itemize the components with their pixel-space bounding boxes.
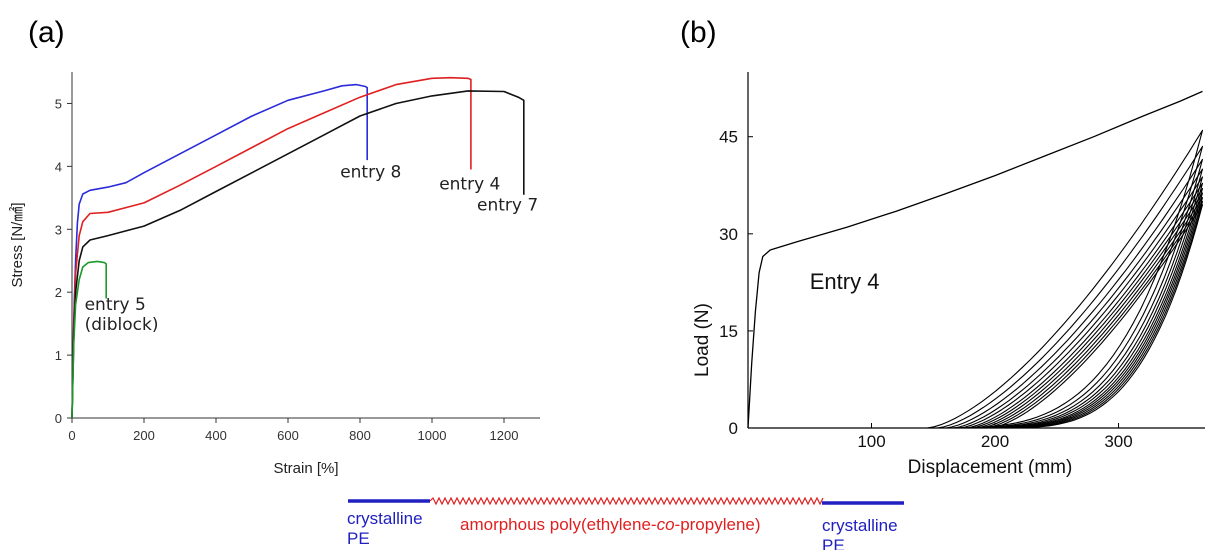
y-tick-label: 0 <box>729 419 738 438</box>
series-group-a <box>71 76 525 419</box>
pe-right-label-line2: PE <box>822 536 845 550</box>
hysteresis-cycle <box>958 176 1204 429</box>
x-tick-label: 0 <box>68 428 75 443</box>
amorphous-label-co: co <box>657 515 675 534</box>
series-annotation: (diblock) <box>85 315 159 335</box>
y-axis-title-a: Stress [N/㎟] <box>9 202 26 287</box>
hysteresis-cycle <box>964 182 1204 429</box>
y-ticks-a: 0 1 2 3 4 5 <box>55 96 72 426</box>
x-ticks-a: 0 200 400 600 800 1000 1200 <box>68 418 518 443</box>
y-tick-label: 3 <box>55 222 62 237</box>
series-annotation: entry 7 <box>477 195 538 215</box>
x-tick-label: 1000 <box>418 428 447 443</box>
pe-right-label-line1: crystalline <box>822 516 898 535</box>
hysteresis-cycle <box>989 204 1204 429</box>
series-line <box>71 90 525 419</box>
series-group-b <box>747 90 1204 429</box>
y-tick-label: 1 <box>55 348 62 363</box>
series-line <box>71 260 107 419</box>
annotations-b: Entry 4 <box>810 269 880 294</box>
x-tick-label: 800 <box>349 428 371 443</box>
series-line <box>71 76 472 419</box>
pe-left-label-line2: PE <box>347 529 370 548</box>
x-tick-label: 1200 <box>490 428 519 443</box>
series-annotation: entry 8 <box>340 163 401 183</box>
x-axis-title-b: Displacement (mm) <box>908 457 1073 478</box>
hysteresis-cycle <box>936 145 1204 429</box>
hysteresis-cycle <box>952 168 1204 429</box>
amorphous-label: amorphous poly(ethylene-co-propylene) <box>460 515 761 534</box>
x-tick-label: 100 <box>857 432 885 451</box>
x-axis-title-a: Strain [%] <box>273 460 338 477</box>
hysteresis-cycle <box>979 197 1204 429</box>
x-tick-label: 200 <box>133 428 155 443</box>
loading-curve <box>747 90 1203 429</box>
y-tick-label: 30 <box>719 225 738 244</box>
y-tick-label: 15 <box>719 322 738 341</box>
panel-b-label: (b) <box>680 16 717 49</box>
hysteresis-cycle <box>969 187 1204 429</box>
load-displacement-chart: 100 200 300 0 15 30 45 Entry 4 Displacement (… <box>692 72 1205 478</box>
pe-left-label-line1: crystalline <box>347 509 423 528</box>
panel-a-label: (a) <box>28 16 65 49</box>
series-annotation: entry 5 <box>85 295 146 315</box>
y-tick-label: 2 <box>55 285 62 300</box>
y-tick-label: 45 <box>719 128 738 147</box>
hysteresis-cycle <box>974 192 1204 429</box>
y-tick-label: 0 <box>55 411 62 426</box>
amorphous-chain <box>429 496 824 506</box>
x-ticks-b: 100 200 300 <box>857 423 1133 451</box>
x-tick-label: 600 <box>277 428 299 443</box>
x-tick-label: 400 <box>205 428 227 443</box>
y-ticks-b: 0 15 30 45 <box>719 128 753 438</box>
series-annotation: entry 4 <box>439 175 500 195</box>
x-tick-label: 300 <box>1104 432 1132 451</box>
y-axis-title-b: Load (N) <box>692 303 713 377</box>
y-tick-label: 5 <box>55 96 62 111</box>
hysteresis-cycle <box>945 158 1204 429</box>
block-copolymer-schematic: crystalline PE amorphous poly(ethylene-c… <box>347 496 904 550</box>
x-tick-label: 200 <box>981 432 1009 451</box>
hysteresis-cycle <box>984 200 1204 429</box>
y-tick-label: 4 <box>55 159 62 174</box>
amorphous-label-prefix: amorphous poly(ethylene- <box>460 515 657 534</box>
chart-annotation: Entry 4 <box>810 269 880 294</box>
amorphous-label-suffix: -propylene) <box>675 515 761 534</box>
series-line <box>71 83 368 419</box>
hysteresis-cycle <box>926 129 1204 429</box>
